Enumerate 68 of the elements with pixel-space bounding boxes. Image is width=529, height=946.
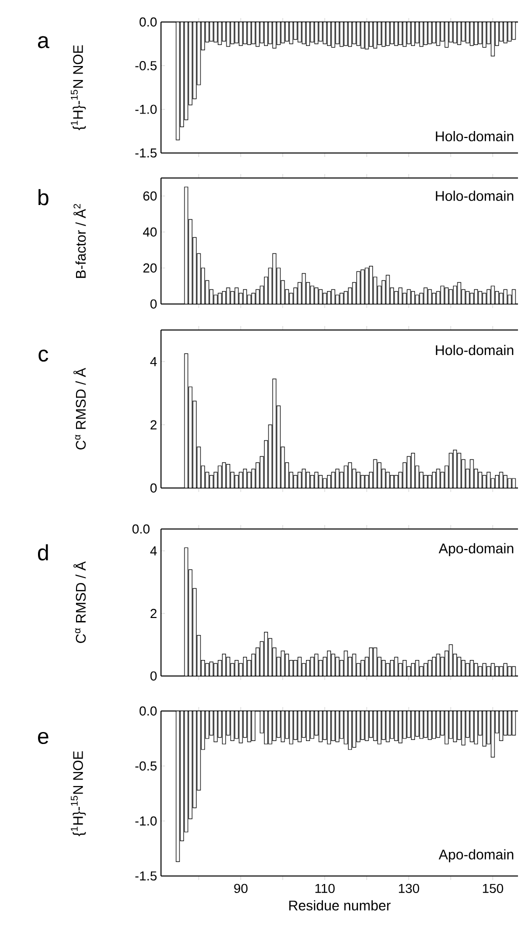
- bar: [390, 660, 394, 676]
- bar: [411, 291, 415, 304]
- y-tick-label: -0.5: [135, 61, 157, 70]
- bar: [222, 462, 226, 488]
- y-tick-label: -0.5: [135, 761, 157, 771]
- annotation: Holo-domain: [436, 131, 514, 142]
- text: d: [38, 544, 48, 560]
- y-tick-label: 0.0: [140, 17, 157, 27]
- chart-title: a: [38, 36, 50, 48]
- y-tick-label: 40: [143, 227, 157, 237]
- y-axis-title: B-factor / Å$^{2}$: [73, 204, 86, 278]
- bar: [369, 266, 373, 304]
- bar: [390, 475, 394, 488]
- y-axis-title: {$^{1}$H}-$^{15}$N NOE: [70, 45, 86, 130]
- y-tick-label: -1.5: [135, 871, 157, 881]
- bar: [453, 286, 457, 304]
- y-tick-label: -1.0: [135, 104, 157, 114]
- bar: [432, 472, 436, 488]
- annotation: Apo-domain: [438, 849, 514, 862]
- bar: [348, 462, 352, 488]
- text: c: [38, 350, 48, 362]
- y-tick-label: 0.0: [140, 706, 157, 716]
- x-tick-label: 130: [398, 884, 420, 894]
- bar: [243, 656, 247, 676]
- y-tick-label: -1.5: [135, 148, 157, 158]
- y-tick-label: 0: [150, 483, 157, 493]
- bar: [243, 468, 247, 488]
- text: e: [38, 732, 48, 744]
- y-tick-label: 0: [150, 671, 157, 681]
- y-axis-title: C$^{α}$ RMSD / Å: [73, 368, 86, 450]
- y-tick-label: 2: [150, 420, 157, 430]
- bar: [306, 472, 310, 488]
- bar: [495, 666, 499, 676]
- y-axis-title: C$^{α}$ RMSD / Å: [73, 561, 86, 643]
- y-tick-label: 20: [143, 263, 157, 273]
- bar: [432, 656, 436, 676]
- x-tick-label: 150: [482, 884, 504, 894]
- annotation: Holo-domain: [436, 190, 514, 201]
- bar: [474, 289, 478, 304]
- y-tick-label: 60: [143, 191, 157, 201]
- bar: [369, 648, 373, 676]
- bar: [432, 292, 436, 304]
- x-axis-title: Residue number: [289, 900, 391, 910]
- bar: [474, 663, 478, 676]
- y-tick-label: -1.0: [135, 816, 157, 826]
- annotation: Holo-domain: [436, 344, 514, 356]
- y-axis-title: {$^{1}$H}-$^{15}$N NOE: [70, 751, 86, 836]
- y-tick-label: 4: [150, 546, 157, 556]
- bar: [495, 475, 499, 488]
- bar: [327, 291, 331, 304]
- bar: [411, 452, 415, 488]
- bar: [222, 291, 226, 304]
- bar: [285, 654, 289, 676]
- bar: [306, 660, 310, 676]
- y-tick-label: 0: [150, 299, 157, 309]
- bar: [453, 450, 457, 488]
- y-tick-label: 2: [150, 608, 157, 618]
- bar: [243, 289, 247, 304]
- x-tick-label: 90: [234, 884, 248, 894]
- annotation: Apo-domain: [438, 543, 514, 556]
- bar: [327, 650, 331, 676]
- bar: [264, 632, 268, 676]
- bar: [411, 663, 415, 676]
- bar: [222, 654, 226, 676]
- chart-title: b: [38, 189, 48, 206]
- y-tick-label: 4: [150, 357, 157, 366]
- x-tick-label: 110: [315, 884, 335, 894]
- bar: [327, 475, 331, 488]
